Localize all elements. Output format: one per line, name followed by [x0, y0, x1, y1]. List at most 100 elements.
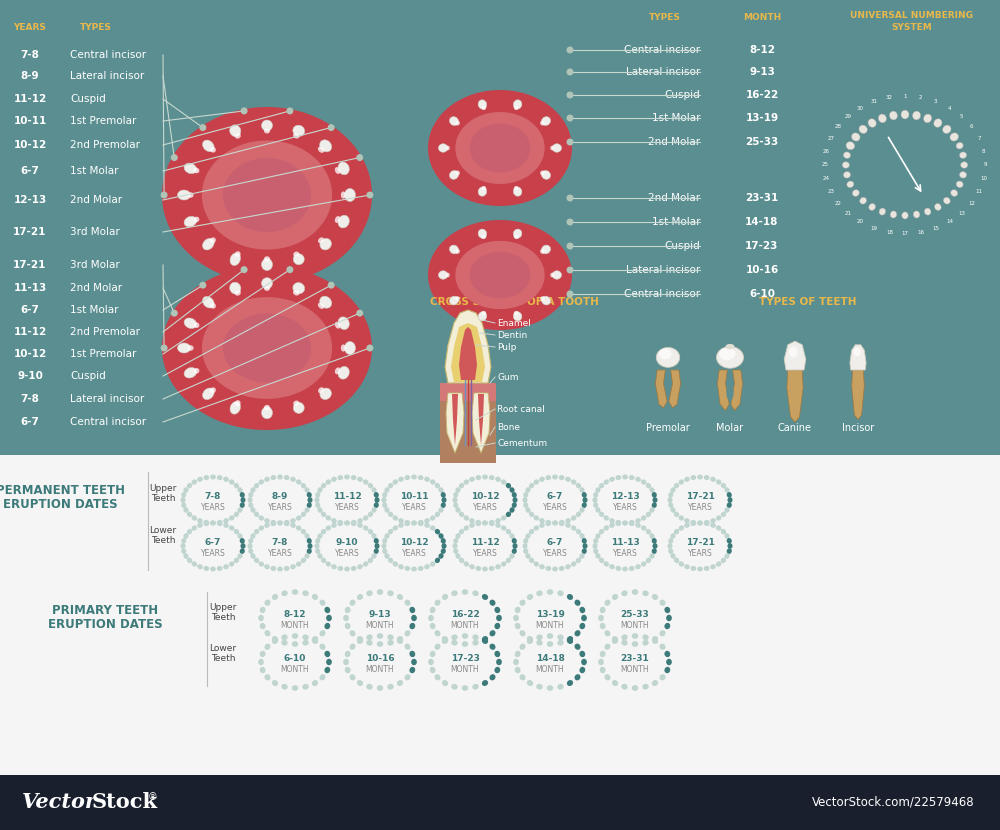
Text: 11-12: 11-12 [333, 491, 361, 500]
Ellipse shape [438, 553, 444, 559]
Ellipse shape [495, 523, 501, 528]
Ellipse shape [343, 659, 349, 665]
Ellipse shape [716, 515, 721, 520]
Ellipse shape [513, 229, 522, 238]
Ellipse shape [194, 368, 199, 374]
Ellipse shape [277, 520, 283, 525]
Ellipse shape [388, 529, 393, 535]
Ellipse shape [382, 549, 387, 554]
Ellipse shape [277, 566, 283, 572]
Ellipse shape [609, 518, 615, 524]
Ellipse shape [398, 564, 404, 569]
Ellipse shape [338, 162, 349, 175]
Ellipse shape [464, 525, 469, 530]
Ellipse shape [462, 641, 468, 647]
Ellipse shape [265, 599, 270, 606]
Ellipse shape [428, 615, 434, 621]
Ellipse shape [494, 622, 500, 629]
Ellipse shape [180, 497, 186, 503]
Ellipse shape [451, 684, 458, 690]
Ellipse shape [646, 529, 651, 535]
Text: 25-33: 25-33 [745, 137, 779, 147]
Ellipse shape [668, 538, 673, 544]
Ellipse shape [371, 487, 377, 493]
Ellipse shape [512, 497, 518, 503]
Ellipse shape [446, 273, 450, 277]
Polygon shape [455, 241, 545, 309]
Ellipse shape [250, 507, 256, 513]
Text: Pulp: Pulp [497, 343, 516, 351]
Ellipse shape [229, 480, 234, 485]
Text: Gum: Gum [497, 373, 518, 382]
Ellipse shape [404, 566, 410, 571]
Ellipse shape [337, 566, 343, 571]
Ellipse shape [482, 186, 486, 190]
Text: Cuspid: Cuspid [664, 241, 700, 251]
Ellipse shape [418, 475, 424, 480]
Ellipse shape [664, 666, 670, 673]
Ellipse shape [482, 475, 488, 480]
Ellipse shape [320, 643, 325, 650]
Ellipse shape [879, 208, 886, 215]
Ellipse shape [565, 523, 571, 528]
Ellipse shape [351, 521, 357, 526]
Text: 2nd Molar: 2nd Molar [70, 283, 122, 293]
Ellipse shape [320, 238, 331, 250]
Ellipse shape [579, 607, 585, 613]
Ellipse shape [704, 520, 710, 525]
Ellipse shape [326, 525, 331, 530]
Ellipse shape [371, 507, 377, 513]
Ellipse shape [534, 480, 539, 485]
Ellipse shape [264, 286, 270, 290]
Ellipse shape [260, 607, 266, 613]
Ellipse shape [230, 282, 241, 294]
Ellipse shape [435, 674, 440, 681]
Ellipse shape [667, 543, 673, 549]
Ellipse shape [592, 497, 598, 503]
Ellipse shape [789, 347, 798, 358]
Ellipse shape [652, 680, 658, 686]
Circle shape [199, 124, 206, 131]
Ellipse shape [604, 525, 609, 530]
Ellipse shape [559, 566, 565, 571]
Text: 14-18: 14-18 [536, 653, 564, 662]
Ellipse shape [494, 666, 500, 673]
Ellipse shape [629, 566, 635, 571]
Text: 3rd Molar: 3rd Molar [70, 260, 120, 270]
Ellipse shape [652, 543, 658, 549]
Ellipse shape [441, 502, 446, 508]
Ellipse shape [612, 680, 618, 686]
Ellipse shape [462, 633, 468, 639]
Ellipse shape [719, 348, 735, 360]
Ellipse shape [489, 520, 495, 525]
Text: 17-21: 17-21 [13, 260, 47, 270]
Ellipse shape [961, 162, 968, 168]
Ellipse shape [621, 684, 628, 690]
Ellipse shape [652, 549, 657, 554]
Ellipse shape [674, 511, 679, 517]
Ellipse shape [843, 152, 851, 159]
Ellipse shape [438, 487, 444, 493]
Ellipse shape [292, 685, 298, 691]
Ellipse shape [462, 589, 468, 595]
Ellipse shape [230, 253, 241, 266]
Ellipse shape [405, 630, 410, 637]
Ellipse shape [525, 533, 531, 539]
Ellipse shape [652, 497, 658, 503]
Text: YEARS: YEARS [613, 549, 637, 558]
Circle shape [161, 192, 168, 198]
Ellipse shape [478, 229, 487, 238]
Ellipse shape [331, 518, 337, 524]
Ellipse shape [237, 553, 243, 559]
Ellipse shape [559, 521, 565, 526]
Ellipse shape [670, 507, 676, 513]
Text: 10-11: 10-11 [400, 491, 428, 500]
Ellipse shape [582, 497, 588, 503]
Text: 30: 30 [857, 105, 864, 110]
Text: MONTH: MONTH [536, 665, 564, 673]
Ellipse shape [951, 190, 958, 197]
Ellipse shape [482, 105, 486, 110]
Text: YEARS: YEARS [268, 549, 292, 558]
Ellipse shape [622, 566, 628, 572]
Ellipse shape [513, 187, 522, 196]
